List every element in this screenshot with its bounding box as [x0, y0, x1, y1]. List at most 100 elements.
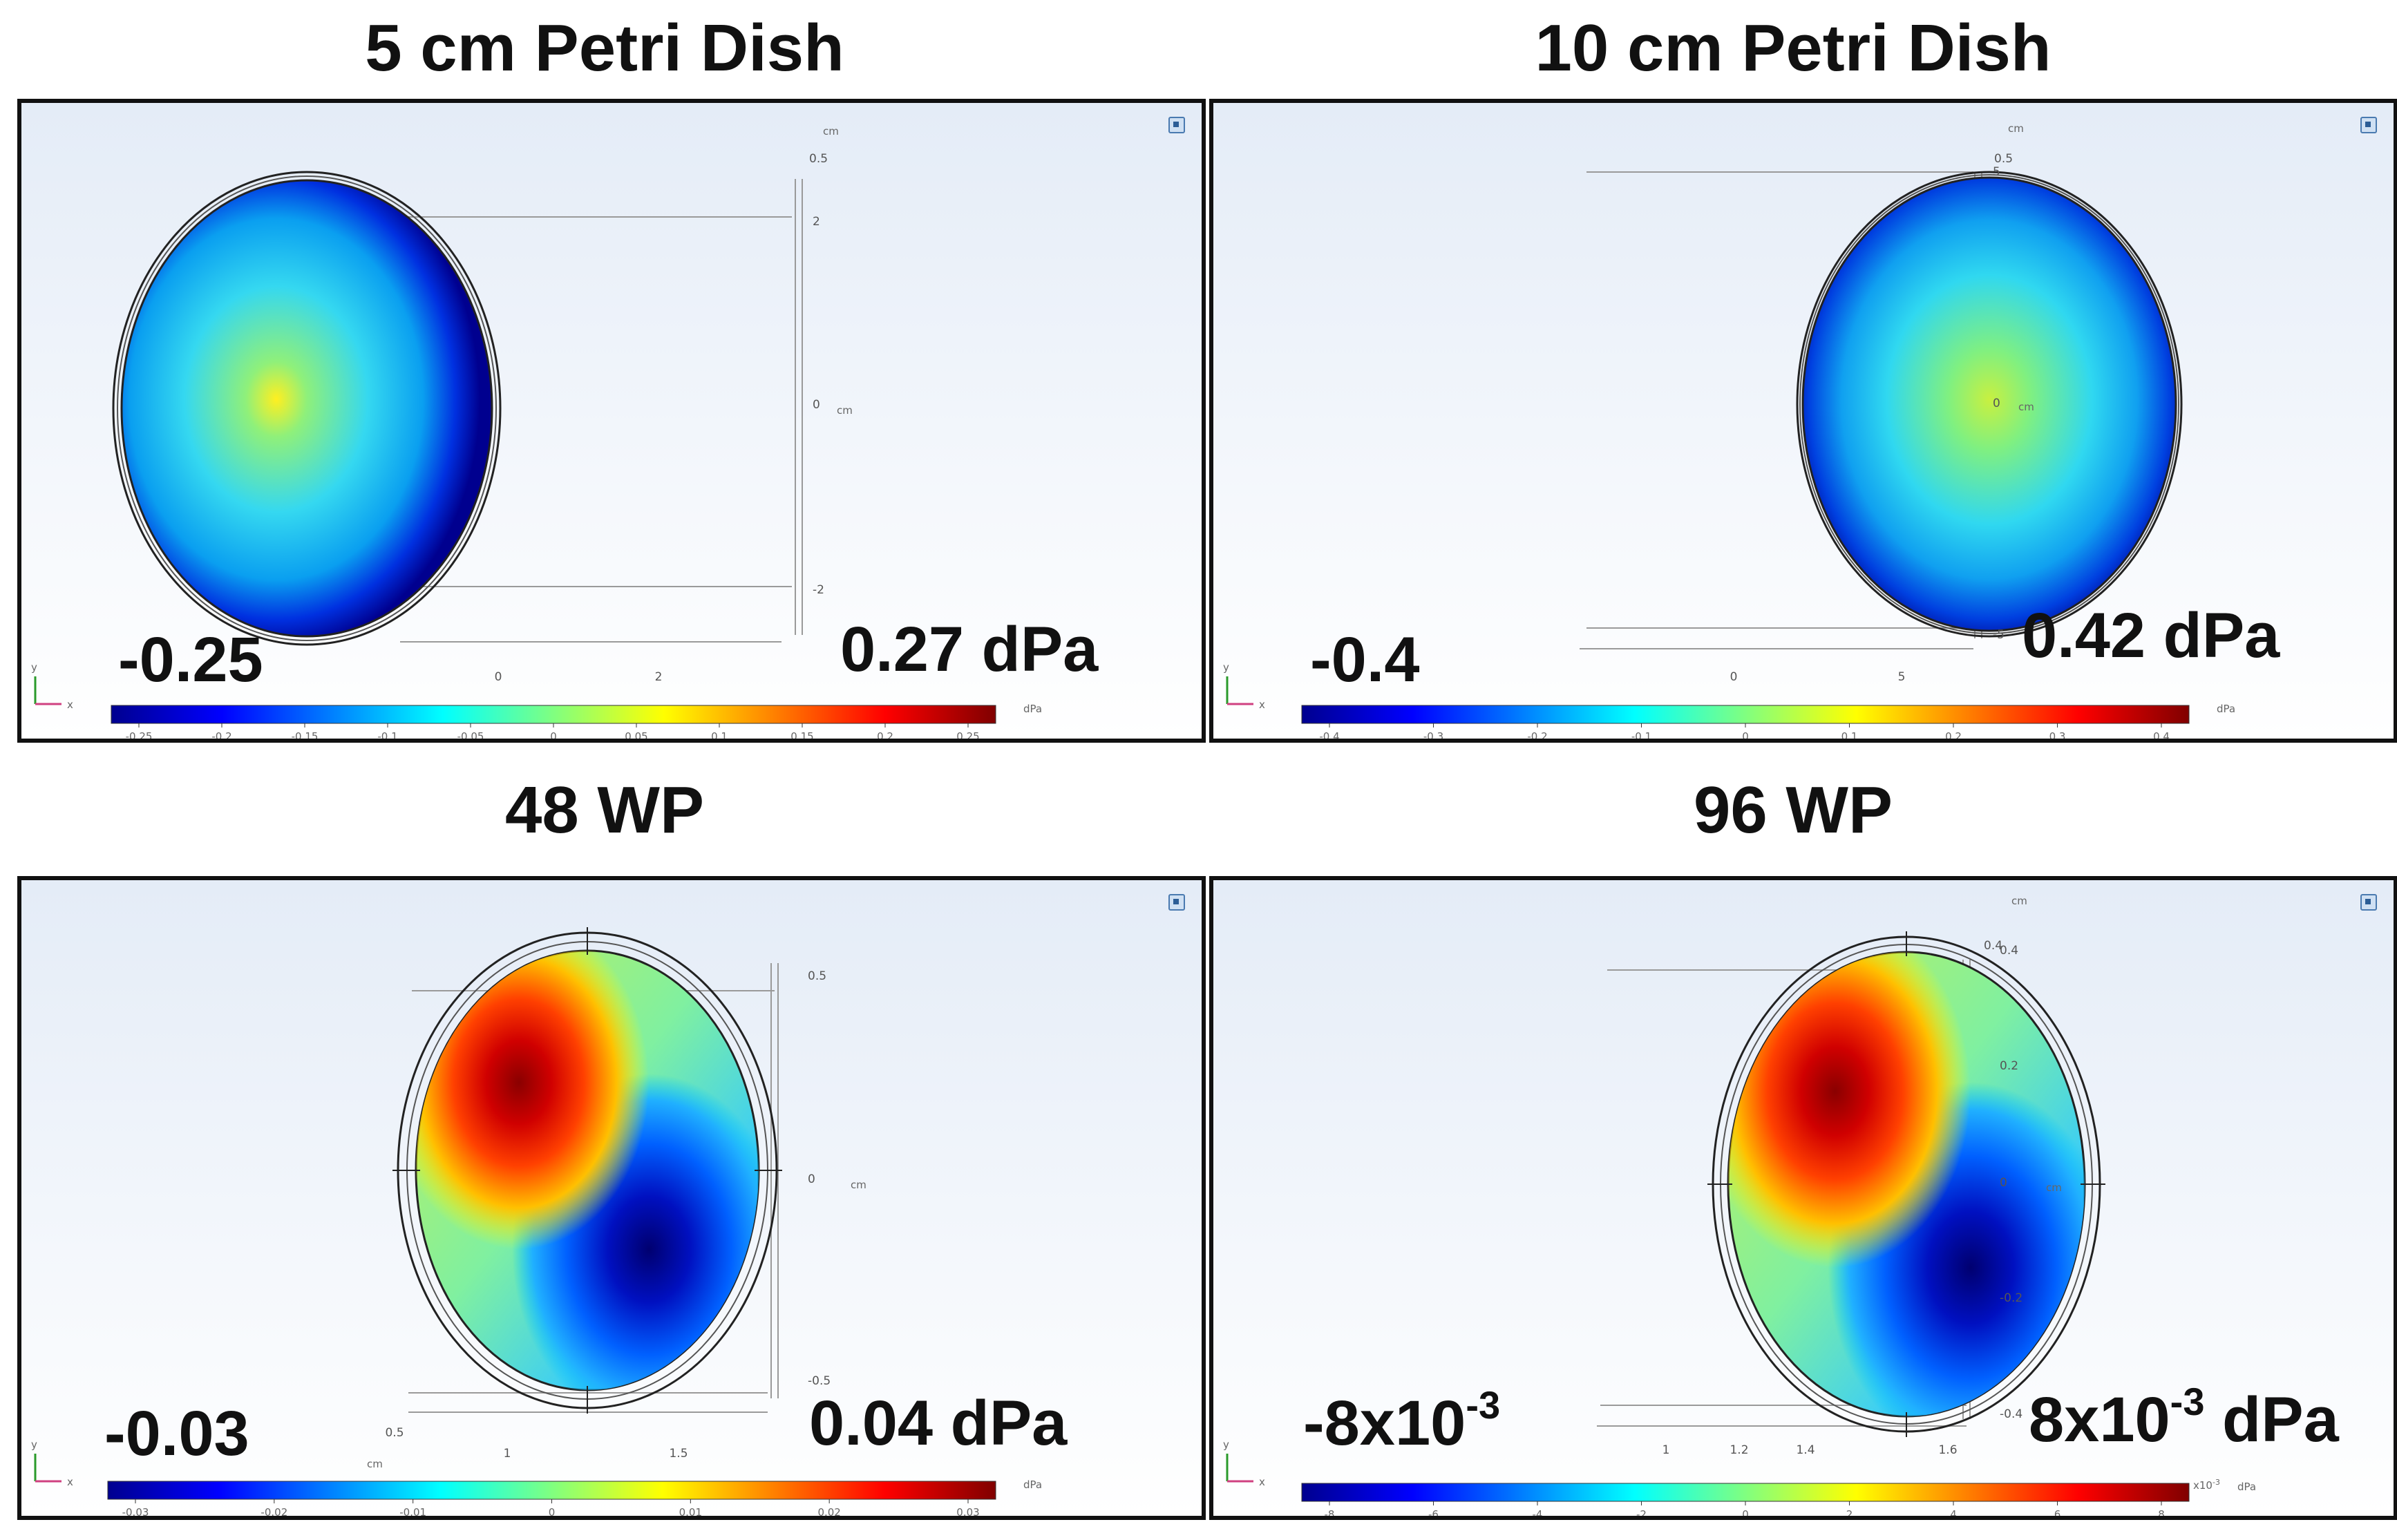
axis-frame [400, 179, 803, 643]
x-tick-label: 2 [655, 670, 663, 684]
z-tick-label: 0.5 [1994, 152, 2013, 166]
min-label: -0.25 [118, 625, 263, 695]
axis-triad: yx [31, 661, 73, 711]
colorbar-tick-label: 8 [2158, 1508, 2165, 1516]
colorbar [111, 705, 996, 724]
y-tick-label: 0 [1993, 397, 2000, 410]
export-icon[interactable] [1168, 117, 1185, 133]
y-tick-label: 2 [813, 215, 820, 229]
export-icon[interactable] [1168, 894, 1185, 911]
colorbar-tick-label: -0.03 [122, 1506, 149, 1516]
colorbar-tick-label: 4 [1950, 1508, 1957, 1516]
panel-48wp: 0.5 1 1.5 0.5 0 -0.5 cm cm y x -0.03 -0.02 -0.01 0 0.0… [17, 876, 1206, 1520]
colorbar-tick-label: 0.15 [790, 730, 813, 739]
colorbar-tick-label: -0.15 [292, 730, 319, 739]
shear-stress-field [1801, 176, 2177, 632]
title-48wp: 48 WP [504, 773, 705, 847]
y-tick-label: 5 [1993, 165, 2000, 179]
axis-unit-label: cm [2011, 895, 2027, 907]
colorbar-unit: dPa [1023, 1479, 1042, 1491]
high-stress-region [416, 951, 759, 1390]
colorbar-tick-label: 0.1 [711, 730, 728, 739]
colorbar-tick-label: -0.25 [126, 730, 153, 739]
colorbar-tick-label: -0.01 [399, 1506, 426, 1516]
x-tick-label: 0.5 [385, 1426, 404, 1440]
axis-letter-y: y [1223, 661, 1229, 674]
colorbar-tick-label: 0.2 [1945, 730, 1962, 739]
x-tick-label: 1 [1662, 1443, 1670, 1457]
axis-triad: yx [1223, 1438, 1265, 1488]
colorbar-tick-label: -2 [1636, 1508, 1647, 1516]
colorbar-unit: dPa [1023, 703, 1042, 715]
colorbar-tick-label: 0.03 [956, 1506, 979, 1516]
axis-letter-x: x [67, 698, 73, 711]
axis-letter-y: y [1223, 1438, 1229, 1451]
y-tick-label: -2 [813, 583, 824, 597]
colorbar-tick-label: -0.1 [1631, 730, 1651, 739]
panel-5cm-dish: 0 2 2 0 -2 0.5 cm cm y x -0.25 -0.2 -0.15 -0.1 -0.05 0 0… [17, 99, 1206, 743]
y-tick-label: -5 [1993, 628, 2005, 642]
axis-unit-label: cm [2046, 1181, 2062, 1194]
axis-letter-y: y [31, 661, 37, 674]
min-label: -0.4 [1310, 625, 1420, 695]
colorbar-tick-label: 0.2 [877, 730, 893, 739]
colorbar-tick-label: -0.2 [1527, 730, 1547, 739]
max-label: 0.42 dPa [2022, 600, 2280, 671]
max-label: 0.04 dPa [809, 1388, 1068, 1458]
title-10cm-dish: 10 cm Petri Dish [1535, 11, 2052, 85]
colorbar-tick-label: 0.4 [2153, 730, 2170, 739]
colorbar-tick-label: 6 [2054, 1508, 2061, 1516]
colorbar-scale: x10-3 [2193, 1478, 2220, 1492]
y-tick-label: 0 [2000, 1176, 2007, 1190]
max-label: 8x10-3 dPa [2029, 1380, 2339, 1455]
axis-letter-x: x [1259, 1476, 1265, 1488]
x-tick-label: 1.4 [1796, 1443, 1815, 1457]
x-tick-label: 1 [504, 1447, 511, 1461]
axis-unit-label: cm [837, 404, 853, 417]
axis-unit-label: cm [823, 125, 839, 137]
min-label: -0.03 [104, 1398, 249, 1469]
axis-letter-x: x [67, 1476, 73, 1488]
colorbar [1301, 1483, 2190, 1502]
colorbar-tick-label: 0.3 [2049, 730, 2066, 739]
colorbar-tick-label: 0 [1742, 730, 1749, 739]
colorbar-tick-label: -6 [1428, 1508, 1439, 1516]
z-tick-label: 0.5 [809, 152, 828, 166]
axis-letter-x: x [1259, 698, 1265, 711]
colorbar-unit: dPa [2237, 1481, 2256, 1493]
colorbar-tick-label: -8 [1325, 1508, 1335, 1516]
well-outer-ring [1796, 171, 2183, 638]
colorbar-tick-label: 2 [1846, 1508, 1853, 1516]
x-tick-label: 1.6 [1938, 1443, 1957, 1457]
colorbar-tick-label: 0 [549, 1506, 556, 1516]
y-tick-label: 0 [813, 398, 820, 412]
colorbar-unit: dPa [2217, 703, 2235, 715]
x-tick-label: 5 [1898, 670, 1906, 684]
y-tick-label: 0.4 [2000, 944, 2018, 958]
colorbar [107, 1481, 996, 1500]
colorbar-tick-label: 0.05 [625, 730, 647, 739]
y-tick-label: -0.5 [808, 1374, 831, 1388]
y-tick-label: 0 [808, 1172, 815, 1186]
colorbar [1301, 705, 2190, 724]
colorbar-tick-label: 0.02 [817, 1506, 840, 1516]
axis-letter-y: y [31, 1438, 37, 1451]
axis-unit-label: cm [2008, 122, 2024, 135]
high-stress-region [1728, 952, 2085, 1416]
panel-96wp: 1 1.2 1.4 1.6 0.4 0.2 0 -0.2 -0.4 0.4 cm cm y x -8 -6 -4… [1209, 876, 2397, 1520]
axis-unit-label: cm [2018, 401, 2034, 413]
axis-unit-label: cm [851, 1179, 866, 1191]
colorbar-tick-label: 0 [1742, 1508, 1749, 1516]
colorbar-tick-label: -4 [1533, 1508, 1543, 1516]
shear-stress-field [120, 179, 493, 638]
y-tick-label: 0.5 [808, 969, 826, 983]
colorbar-tick-label: -0.4 [1319, 730, 1339, 739]
export-icon[interactable] [2360, 117, 2377, 133]
colorbar-tick-label: -0.2 [211, 730, 231, 739]
x-tick-label: 1.2 [1730, 1443, 1748, 1457]
export-icon[interactable] [2360, 894, 2377, 911]
